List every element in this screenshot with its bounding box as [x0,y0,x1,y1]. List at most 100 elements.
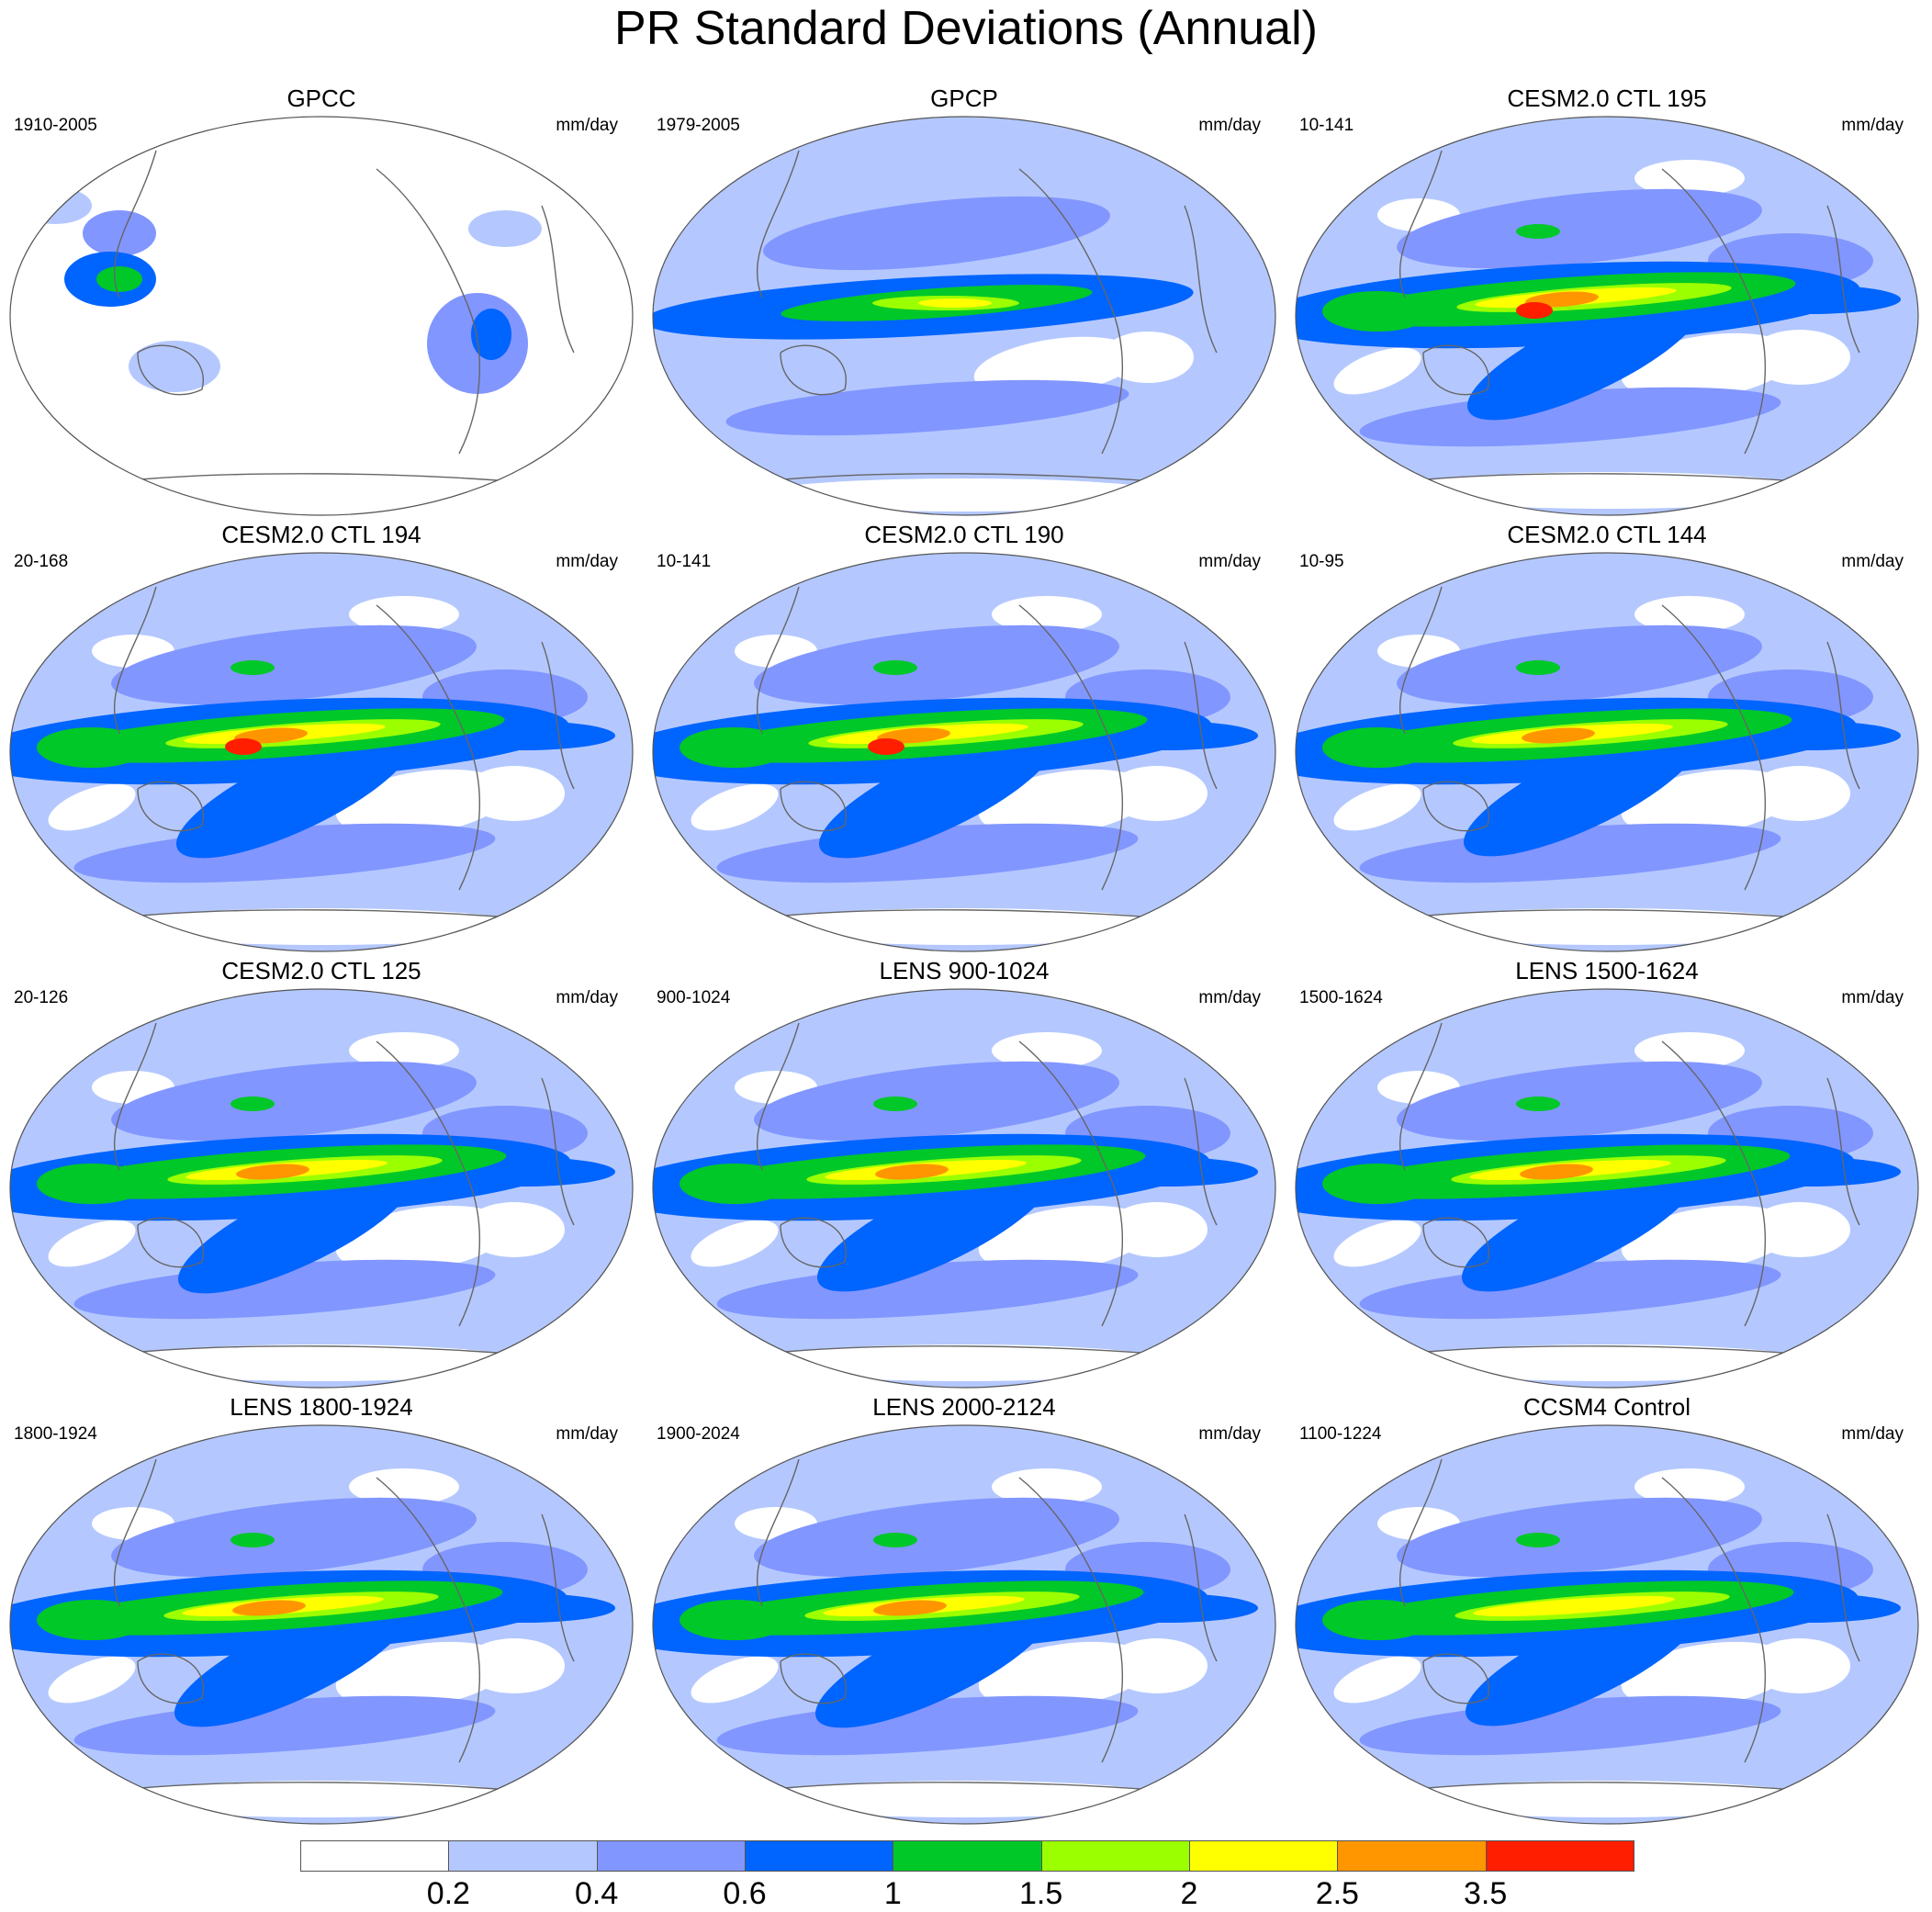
dry-zone [1106,1202,1208,1257]
dry-zone [110,1781,533,1817]
coastline [113,1458,157,1607]
colorbar-tick-label: 3.5 [1464,1876,1508,1911]
colorbar-swatch [1040,1840,1190,1872]
coastline [1018,1477,1124,1763]
tropical-peak [225,738,262,755]
storm-track [754,624,1119,705]
storm-track [725,379,1129,436]
storm-track [1397,1061,1762,1142]
map-globe [1295,116,1919,516]
east-asia-core [873,1097,917,1111]
tropical-peak [875,1164,949,1180]
map-panel: CCSM4 Control 1100-1224 mm/day [1290,1393,1924,1825]
storm-track [754,1497,1119,1578]
dry-zone [1396,908,1818,945]
storm-track [111,1061,477,1142]
coastline [541,205,575,354]
coastline [113,150,157,298]
indian-ocean-core [37,1164,147,1204]
coastline [1826,1513,1860,1662]
panel-units: mm/day [556,552,618,571]
panel-units: mm/day [556,1424,618,1444]
coastline [1422,781,1489,832]
coastline [1826,205,1860,354]
map-panel: CESM2.0 CTL 125 20-126 mm/day [5,957,638,1389]
coastline [376,604,481,891]
maritime-continent [96,266,142,292]
dry-zone [753,1344,1175,1381]
tropical-peak [236,1164,309,1180]
coastline [1661,1040,1767,1327]
coastline [780,781,847,832]
colorbar-swatch [1189,1840,1339,1872]
coastline [756,586,800,735]
colorbar [300,1840,1634,1873]
map-globe [652,1424,1276,1825]
dry-zone [48,1656,136,1704]
figure-title: PR Standard Deviations (Annual) [614,2,1318,55]
map-globe [1295,1424,1919,1825]
colorbar-swatch [893,1840,1042,1872]
panel-title: LENS 1500-1624 [1515,957,1699,984]
storm-track [1397,624,1762,705]
indian-ocean-core [1322,1600,1432,1640]
storm-track [763,196,1110,271]
panel-title: LENS 900-1024 [879,957,1050,984]
coastline [541,1513,575,1662]
panel-units: mm/day [1198,552,1261,571]
dry-zone [1396,1781,1818,1817]
map-outline [1295,1424,1919,1825]
storm-track [1359,1695,1781,1756]
coastline [137,344,204,396]
dry-zone [1333,1656,1421,1704]
dry-zone [753,1781,1175,1817]
panel-title: CESM2.0 CTL 190 [864,521,1064,548]
panel-units: mm/day [1841,1424,1904,1444]
panel-units: mm/day [1198,1424,1261,1444]
panel-units: mm/day [1841,988,1904,1007]
map-outline [652,116,1276,516]
colorbar-swatch [300,1840,450,1872]
map-outline [9,116,634,516]
panel-title: CESM2.0 CTL 125 [221,957,421,984]
indian-ocean-core [680,1164,790,1204]
colorbar-swatch [596,1840,746,1872]
dry-zone [691,1220,779,1267]
panel-years: 10-95 [1299,552,1344,571]
east-asia-core [873,1533,917,1547]
colorbar-tick-label: 0.6 [723,1876,767,1911]
east-asia-core [230,660,275,675]
coastline [1018,604,1124,891]
south-america-land [471,309,511,360]
spcz-band [814,1600,1051,1728]
north-america-land [468,210,542,247]
coastline [780,344,847,396]
map-outline [9,1424,634,1825]
spcz-band [1463,728,1700,857]
coastline [1422,1653,1489,1704]
indian-ocean-core [1322,291,1432,332]
background-contour [10,117,633,515]
tropical-peak [873,1600,947,1616]
map-outline [9,552,634,952]
map-outline [9,988,634,1389]
map-panel: LENS 2000-2124 1900-2024 mm/day [647,1393,1281,1825]
panel-title: LENS 2000-2124 [872,1393,1056,1421]
map-globe [1295,552,1919,952]
panel-title: LENS 1800-1924 [230,1393,413,1421]
dry-zone [691,783,779,831]
coastline [1398,150,1443,298]
spcz-band [177,1165,414,1294]
coastline [1398,1022,1443,1171]
map-panel: CESM2.0 CTL 195 10-141 mm/day [1290,84,1924,516]
panel-years: 1910-2005 [14,116,97,135]
colorbar-swatch [1485,1840,1634,1872]
colorbar-tick-label: 0.4 [575,1876,619,1911]
panel-years: 1100-1224 [1299,1424,1382,1444]
dry-zone [1749,1638,1850,1693]
panel-units: mm/day [1198,988,1261,1007]
coastline [137,781,204,832]
east-asia-core [1516,224,1560,239]
panel-years: 1500-1624 [1299,988,1383,1007]
panel-years: 1979-2005 [657,116,740,135]
